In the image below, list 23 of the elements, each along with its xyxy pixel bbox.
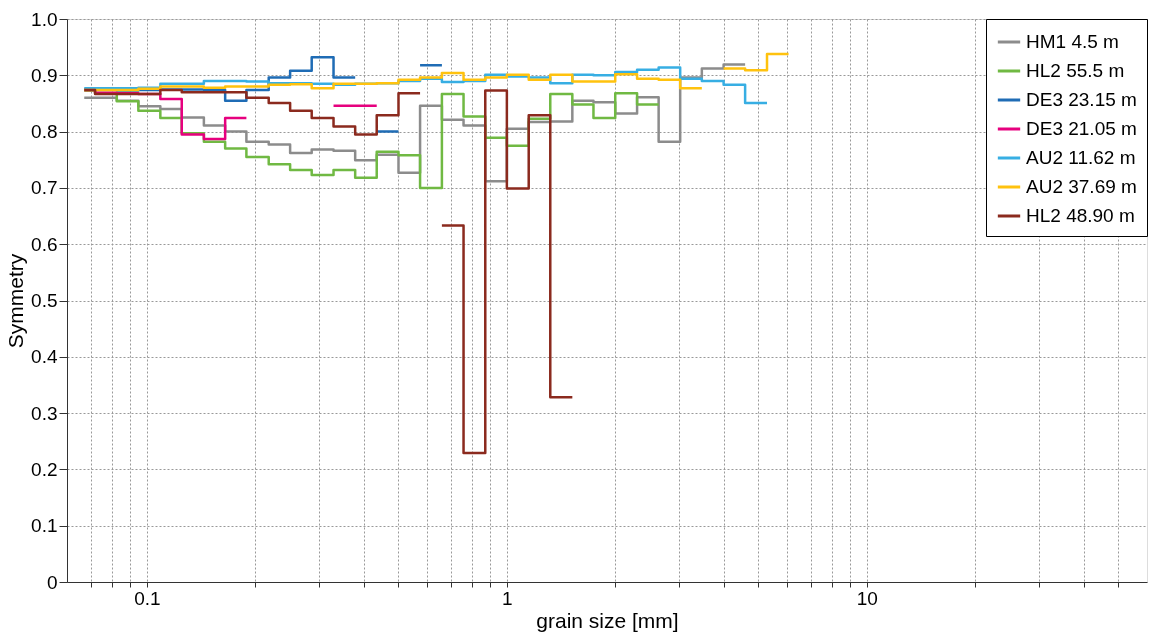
legend-label: DE3 23.15 m: [1026, 89, 1137, 110]
y-tick-label: 0.5: [31, 290, 58, 311]
y-tick-label: 0.8: [31, 121, 58, 143]
x-tick-label: 1: [502, 587, 513, 609]
y-tick-label: 0: [46, 571, 58, 593]
legend-label: HL2 48.90 m: [1026, 205, 1135, 226]
y-tick-label: 0.6: [31, 233, 58, 255]
y-tick-label: 0.3: [31, 402, 58, 424]
y-axis-title: Symmetry: [4, 253, 28, 349]
y-tick-label: 0.9: [31, 64, 58, 86]
legend-label: DE3 21.05 m: [1026, 118, 1137, 139]
x-tick-label: 10: [856, 587, 878, 609]
legend-label: HM1 4.5 m: [1026, 31, 1119, 52]
y-tick-label: 0.1: [31, 515, 58, 537]
legend-label: AU2 37.69 m: [1026, 176, 1137, 197]
y-tick-label: 0.4: [31, 346, 58, 368]
x-tick-label: 0.1: [134, 587, 161, 609]
y-tick-label: 0.2: [31, 458, 58, 480]
legend-label: AU2 11.62 m: [1026, 147, 1136, 168]
legend-label: HL2 55.5 m: [1026, 60, 1125, 81]
y-tick-label: 1.0: [31, 8, 58, 30]
x-axis-title: grain size [mm]: [536, 608, 679, 632]
y-tick-label: 0.7: [31, 177, 58, 199]
